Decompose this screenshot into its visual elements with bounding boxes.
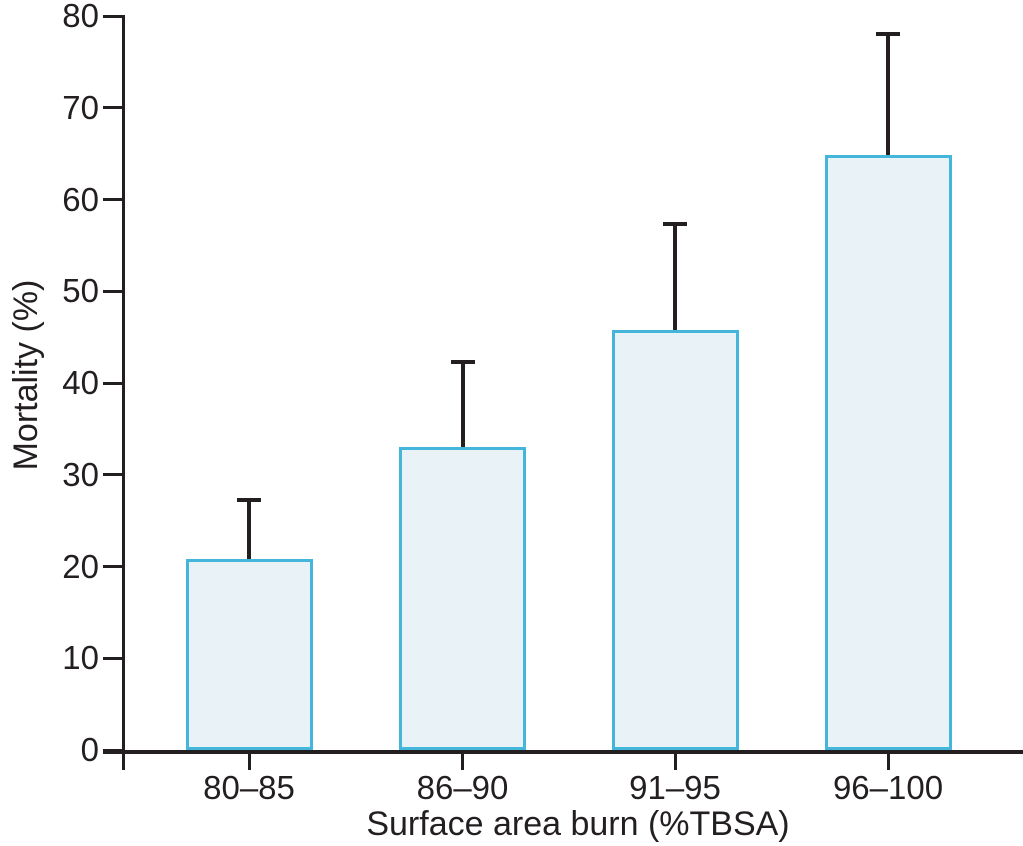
x-tick-label: 91–95	[629, 769, 721, 806]
error-bar-line	[460, 361, 465, 448]
y-axis-tick	[103, 289, 123, 293]
y-tick-label: 0	[80, 731, 99, 768]
error-bar-cap	[876, 32, 900, 37]
bar	[185, 559, 313, 750]
error-bar-line	[247, 500, 251, 560]
error-bar-cap	[663, 222, 687, 227]
error-bar-cap	[237, 498, 261, 503]
bar	[824, 154, 952, 750]
y-tick-label: 60	[62, 180, 99, 218]
x-tick-label: 86–90	[416, 769, 509, 806]
y-axis-tick	[103, 14, 123, 18]
x-axis-line	[103, 750, 1023, 754]
y-tick-label: 50	[62, 272, 99, 310]
x-axis-tick	[673, 754, 677, 770]
y-tick-label: 20	[62, 547, 99, 585]
x-axis-tick	[886, 754, 890, 770]
y-axis-tick	[103, 381, 123, 385]
y-axis-tick	[103, 748, 123, 752]
y-tick-label: 80	[62, 0, 99, 34]
y-tick-label: 10	[62, 639, 99, 677]
y-axis-tick	[103, 106, 123, 110]
x-axis-tick	[461, 754, 464, 770]
y-tick-label: 40	[62, 364, 99, 401]
x-tick-label: 80–85	[203, 769, 295, 806]
x-tick-label: 96–100	[832, 769, 944, 806]
y-axis-line	[121, 14, 125, 770]
error-bar-line	[673, 224, 677, 330]
y-tick-label: 70	[62, 88, 99, 126]
x-axis-title: Surface area burn (%TBSA)	[366, 805, 790, 843]
error-bar-cap	[450, 359, 475, 364]
error-bar-line	[886, 34, 890, 155]
x-axis-tick	[247, 754, 251, 770]
bar	[399, 447, 526, 750]
y-tick-label: 30	[62, 455, 99, 493]
y-axis-tick	[103, 198, 123, 201]
y-axis-tick	[103, 473, 123, 477]
bar	[611, 329, 739, 750]
y-axis-tick	[103, 656, 123, 660]
y-axis-tick	[103, 565, 123, 568]
